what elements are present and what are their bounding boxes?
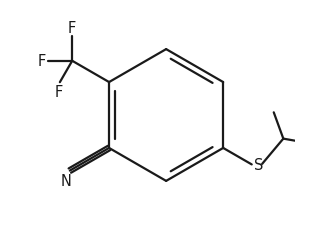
Text: F: F [68,21,76,36]
Text: F: F [38,54,46,69]
Text: N: N [61,173,72,188]
Text: F: F [54,84,63,99]
Text: S: S [254,157,263,172]
